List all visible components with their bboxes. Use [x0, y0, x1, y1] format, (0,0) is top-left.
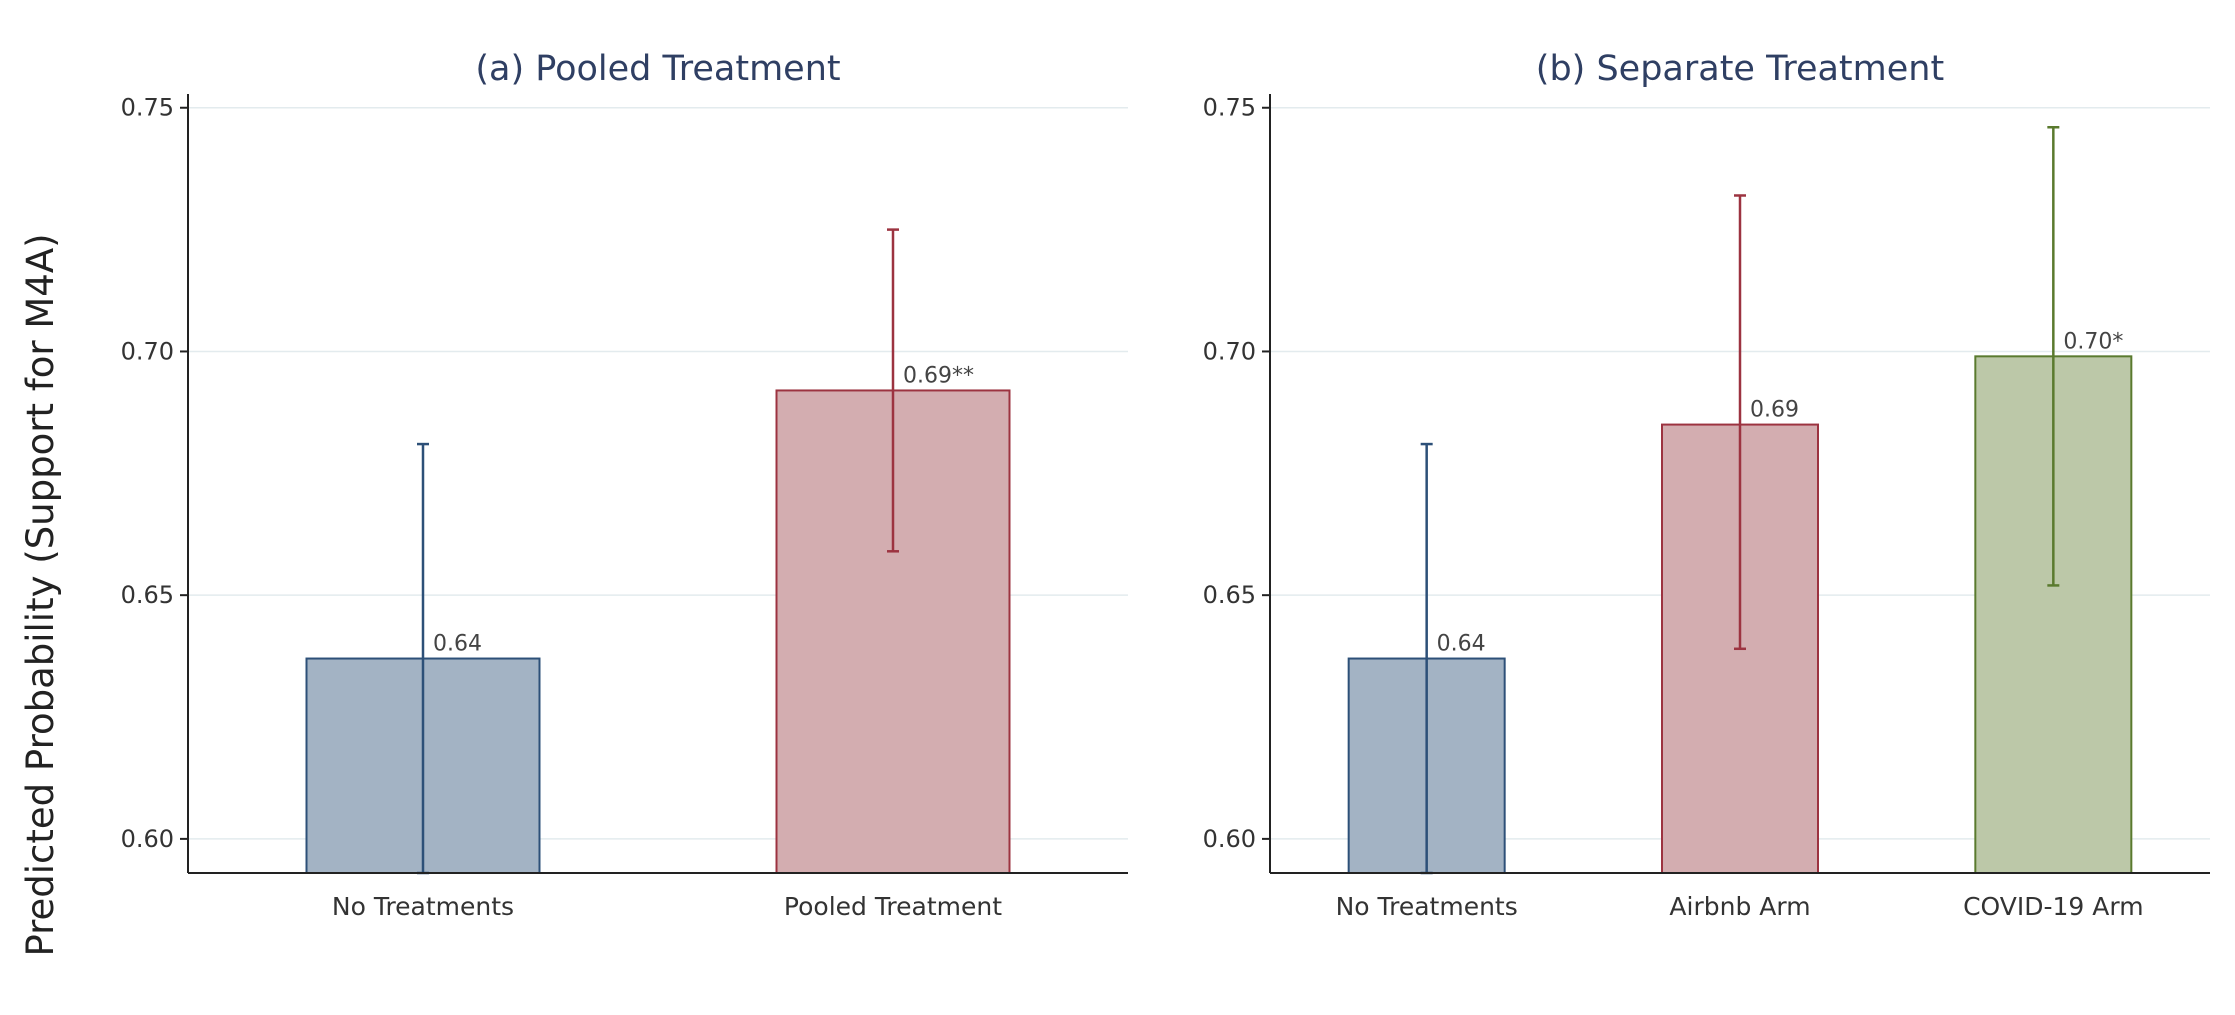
error-bar	[2047, 125, 2060, 587]
panel-pooled-treatment: (a) Pooled Treatment 0.60 0.65 0.70 0.75 0.64…	[121, 49, 1128, 921]
data-label: 0.64	[1437, 632, 1486, 657]
x-category-label: No Treatments	[1336, 892, 1518, 921]
x-category-label: COVID-19 Arm	[1963, 892, 2144, 921]
x-category-label: Airbnb Arm	[1669, 892, 1810, 921]
y-tick-label: 0.65	[1203, 581, 1256, 609]
data-label: 0.69	[1750, 398, 1799, 423]
x-category-label: No Treatments	[332, 892, 514, 921]
data-label: 0.70*	[2063, 329, 2123, 354]
x-category-label: Pooled Treatment	[784, 892, 1002, 921]
y-tick-label: 0.75	[121, 94, 174, 122]
y-tick-label: 0.65	[121, 581, 174, 609]
figure-ylabel: Predicted Probability (Support for M4A)	[19, 233, 62, 956]
error-bar	[887, 228, 899, 553]
panel-separate-treatment: (b) Separate Treatment 0.60 0.65 0.70 0.75 0.…	[1203, 49, 2210, 921]
panel-title: (b) Separate Treatment	[1536, 49, 1944, 89]
y-tick-label: 0.60	[1203, 825, 1256, 853]
error-bar	[1734, 194, 1746, 651]
y-tick-label: 0.75	[1203, 94, 1256, 122]
panel-title: (a) Pooled Treatment	[475, 49, 840, 89]
data-label: 0.64	[433, 632, 482, 657]
y-tick-label: 0.60	[121, 825, 174, 853]
y-tick-label: 0.70	[121, 337, 174, 365]
data-label: 0.69**	[903, 363, 974, 388]
y-tick-label: 0.70	[1203, 337, 1256, 365]
